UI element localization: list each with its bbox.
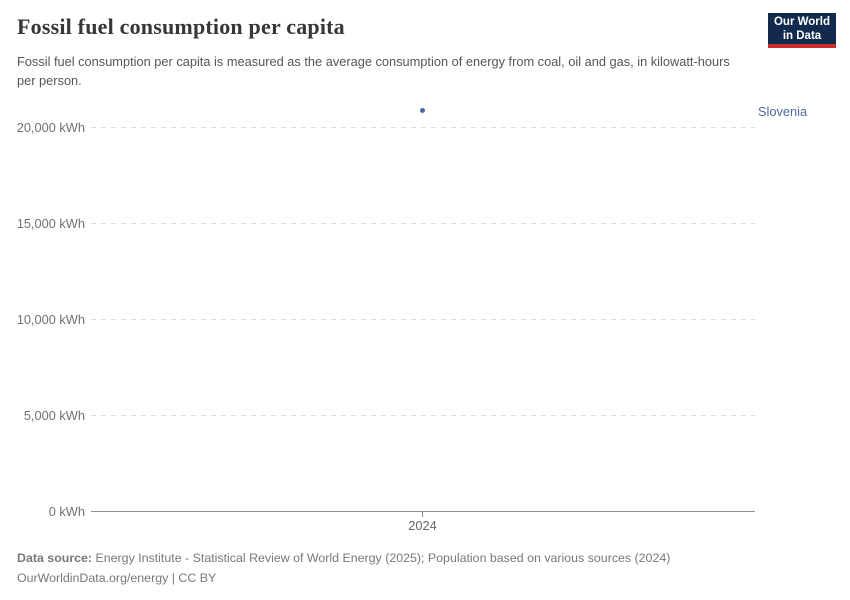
- chart-footer: Data source: Energy Institute - Statisti…: [17, 548, 670, 588]
- datasource-text: Energy Institute - Statistical Review of…: [92, 551, 671, 565]
- owid-logo-line1: Our World: [773, 15, 830, 28]
- ytick-label-15000: 15,000 kWh: [16, 216, 85, 231]
- gridline-15000: [91, 223, 755, 224]
- ytick-label-10000: 10,000 kWh: [16, 312, 85, 327]
- datasource-label: Data source:: [17, 551, 93, 565]
- data-point-slovenia[interactable]: [420, 108, 425, 113]
- owid-logo[interactable]: Our World in Data: [768, 13, 836, 48]
- gridline-10000: [91, 319, 755, 320]
- xtick-mark-2024: [422, 511, 423, 517]
- ytick-label-20000: 20,000 kWh: [16, 120, 85, 135]
- x-axis-line: [91, 511, 755, 512]
- license-text: | CC BY: [168, 571, 217, 585]
- owid-url-link[interactable]: OurWorldinData.org/energy: [17, 571, 169, 585]
- gridline-5000: [91, 415, 755, 416]
- page-title: Fossil fuel consumption per capita: [17, 14, 345, 39]
- gridline-20000: [91, 127, 755, 128]
- ytick-label-5000: 5,000 kWh: [23, 408, 85, 423]
- xtick-label-2024: 2024: [408, 518, 437, 533]
- series-label-slovenia[interactable]: Slovenia: [758, 104, 808, 119]
- chart-subtitle: Fossil fuel consumption per capita is me…: [17, 54, 730, 88]
- owid-logo-line2: in Data: [782, 29, 822, 42]
- ytick-label-0: 0 kWh: [48, 504, 85, 519]
